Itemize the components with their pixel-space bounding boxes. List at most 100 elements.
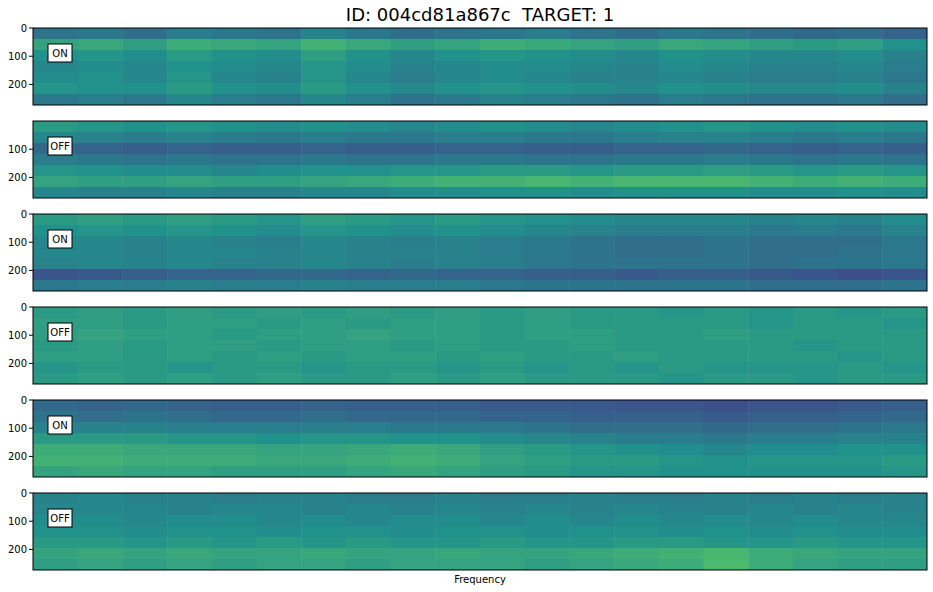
cell	[882, 165, 927, 177]
cell	[704, 526, 749, 538]
cell	[212, 515, 257, 527]
cell	[480, 466, 525, 477]
cell	[346, 39, 391, 51]
cell	[480, 444, 525, 456]
cell	[346, 318, 391, 330]
cell	[78, 247, 123, 259]
cell	[480, 39, 525, 51]
cell	[838, 72, 883, 84]
cell	[33, 94, 78, 105]
cell	[614, 548, 659, 560]
cell	[78, 165, 123, 177]
cell	[480, 269, 525, 281]
cell	[391, 537, 436, 549]
cell	[614, 504, 659, 516]
cell	[793, 433, 838, 445]
cell	[793, 187, 838, 198]
cell	[212, 165, 257, 177]
cell	[659, 351, 704, 363]
cell	[78, 143, 123, 155]
cell	[748, 422, 793, 434]
cell	[301, 61, 346, 73]
cell	[748, 258, 793, 270]
cell	[614, 307, 659, 319]
panel-label-box	[48, 137, 72, 155]
cell	[614, 121, 659, 133]
cell	[301, 50, 346, 62]
cell	[480, 351, 525, 363]
cell	[525, 515, 570, 527]
cell	[569, 515, 614, 527]
cell	[480, 307, 525, 319]
cell	[257, 466, 302, 477]
cell	[704, 176, 749, 188]
cell	[748, 165, 793, 177]
cell	[346, 526, 391, 538]
cell	[793, 72, 838, 84]
cell	[167, 515, 212, 527]
cell	[525, 400, 570, 412]
cell	[838, 400, 883, 412]
cell	[212, 318, 257, 330]
cell	[748, 269, 793, 281]
cell	[78, 28, 123, 40]
cell	[480, 400, 525, 412]
cell	[748, 72, 793, 84]
cell	[212, 411, 257, 423]
cell	[301, 318, 346, 330]
cell	[346, 537, 391, 549]
cell	[569, 39, 614, 51]
cell	[346, 258, 391, 270]
cell	[838, 411, 883, 423]
cell	[391, 225, 436, 237]
cell	[391, 466, 436, 477]
cell	[122, 329, 167, 341]
cell	[704, 258, 749, 270]
cell	[838, 28, 883, 40]
cell	[391, 154, 436, 166]
cell	[33, 258, 78, 270]
cell	[480, 50, 525, 62]
cell	[480, 143, 525, 155]
cell	[614, 83, 659, 95]
cell	[212, 504, 257, 516]
cell	[78, 258, 123, 270]
cell	[212, 72, 257, 84]
cell	[748, 94, 793, 105]
cell	[704, 362, 749, 374]
panel-cells	[33, 493, 927, 570]
panel-label: ON	[52, 420, 67, 431]
cell	[838, 526, 883, 538]
cell	[391, 526, 436, 538]
cell	[793, 318, 838, 330]
cell	[704, 61, 749, 73]
cell	[882, 493, 927, 505]
cell	[257, 176, 302, 188]
cell	[569, 526, 614, 538]
cell	[257, 444, 302, 456]
cell	[838, 61, 883, 73]
cell	[748, 236, 793, 248]
cell	[212, 236, 257, 248]
cell	[122, 466, 167, 477]
cell	[748, 504, 793, 516]
cell	[212, 247, 257, 259]
cell	[212, 340, 257, 352]
cell	[614, 280, 659, 291]
cell	[525, 132, 570, 144]
cell	[167, 373, 212, 384]
cell	[614, 214, 659, 226]
cell	[257, 50, 302, 62]
cell	[33, 351, 78, 363]
cell	[122, 176, 167, 188]
y-tick	[29, 149, 33, 150]
cell	[391, 176, 436, 188]
cell	[257, 39, 302, 51]
cell	[659, 187, 704, 198]
cell	[569, 61, 614, 73]
cell	[122, 400, 167, 412]
cell	[659, 526, 704, 538]
cell	[346, 444, 391, 456]
figure: ID: 004cd81a867c TARGET: 10100200ON10020…	[0, 0, 933, 592]
cell	[525, 72, 570, 84]
